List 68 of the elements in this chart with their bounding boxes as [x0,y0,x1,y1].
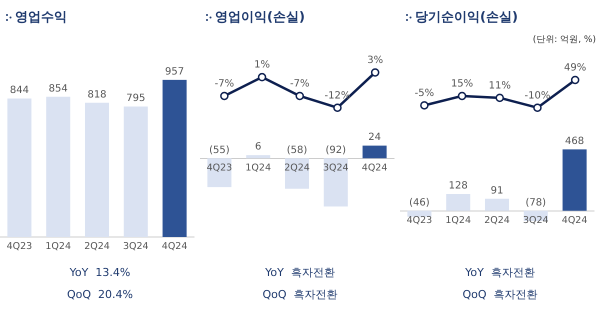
data-label: 6 [255,142,262,153]
data-label: -7% [290,78,310,90]
text: YoY 흑자전환 [264,265,336,281]
text: QoQ 흑자전환 [261,287,339,303]
x-tick-label: 1Q24 [45,241,72,252]
point [458,92,466,100]
data-label: (55) [209,144,230,156]
x-tick-label: 3Q24 [122,241,149,252]
x-tick-label: 3Q24 [322,162,349,174]
data-label: 818 [87,89,107,100]
point [220,92,229,100]
x-tick-label: 4Q24 [362,162,388,174]
data-label: 15% [450,78,474,90]
bar [446,194,470,211]
data-label: 795 [126,93,146,104]
data-label: 1% [254,60,270,71]
data-label: -12% [324,90,350,102]
bar [7,98,32,237]
x-tick-label: 2Q24 [84,241,110,252]
point [296,92,304,100]
point [570,76,580,84]
data-label: 957 [165,66,184,78]
x-tick-label: 4Q23 [406,214,432,226]
point [533,103,542,112]
bar [124,106,148,237]
bar [484,198,510,211]
x-tick-label: 4Q24 [562,214,588,226]
data-label: 468 [565,136,584,147]
text: QoQ 흑자전환 [461,287,539,303]
point [370,68,380,77]
point [420,101,429,110]
chart-title: 영업수익 [15,9,67,26]
data-label: 854 [48,83,68,94]
bar [162,80,187,237]
data-label: (78) [526,197,546,208]
x-tick-label: 4Q23 [206,162,232,174]
point [258,72,266,82]
text: YoY 흑자전환 [464,265,536,281]
data-label: 91 [490,185,504,196]
data-label: (46) [409,197,430,208]
x-tick-label: 2Q24 [484,214,510,226]
data-label: 11% [488,80,511,92]
x-tick-label: 4Q24 [162,241,188,252]
bar [46,96,70,237]
x-tick-label: 3Q24 [522,214,549,226]
text: QoQ 20.4% [66,287,134,303]
x-tick-label: 1Q24 [245,162,272,174]
point [496,94,504,102]
data-label: 844 [10,85,29,96]
bar [84,102,110,237]
bar [562,149,587,211]
data-label: 3% [367,55,384,66]
text: YoY 13.4% [68,265,132,281]
x-tick-label: 4Q23 [6,241,32,252]
text: (단위: 억원, %) [532,34,596,46]
chart-title: 영업이익(손실) [215,9,305,26]
data-label: (92) [326,144,346,156]
data-label: 24 [368,132,381,144]
data-label: 49% [564,62,586,74]
x-tick-label: 1Q24 [445,214,472,226]
data-label: -5% [414,88,434,99]
point [333,103,342,112]
data-label: -10% [524,90,550,102]
data-label: -7% [214,78,234,90]
data-label: 128 [448,180,468,192]
x-tick-label: 2Q24 [284,162,310,174]
chart-title: 당기순이익(손실) [415,9,518,26]
data-label: (58) [286,144,308,156]
